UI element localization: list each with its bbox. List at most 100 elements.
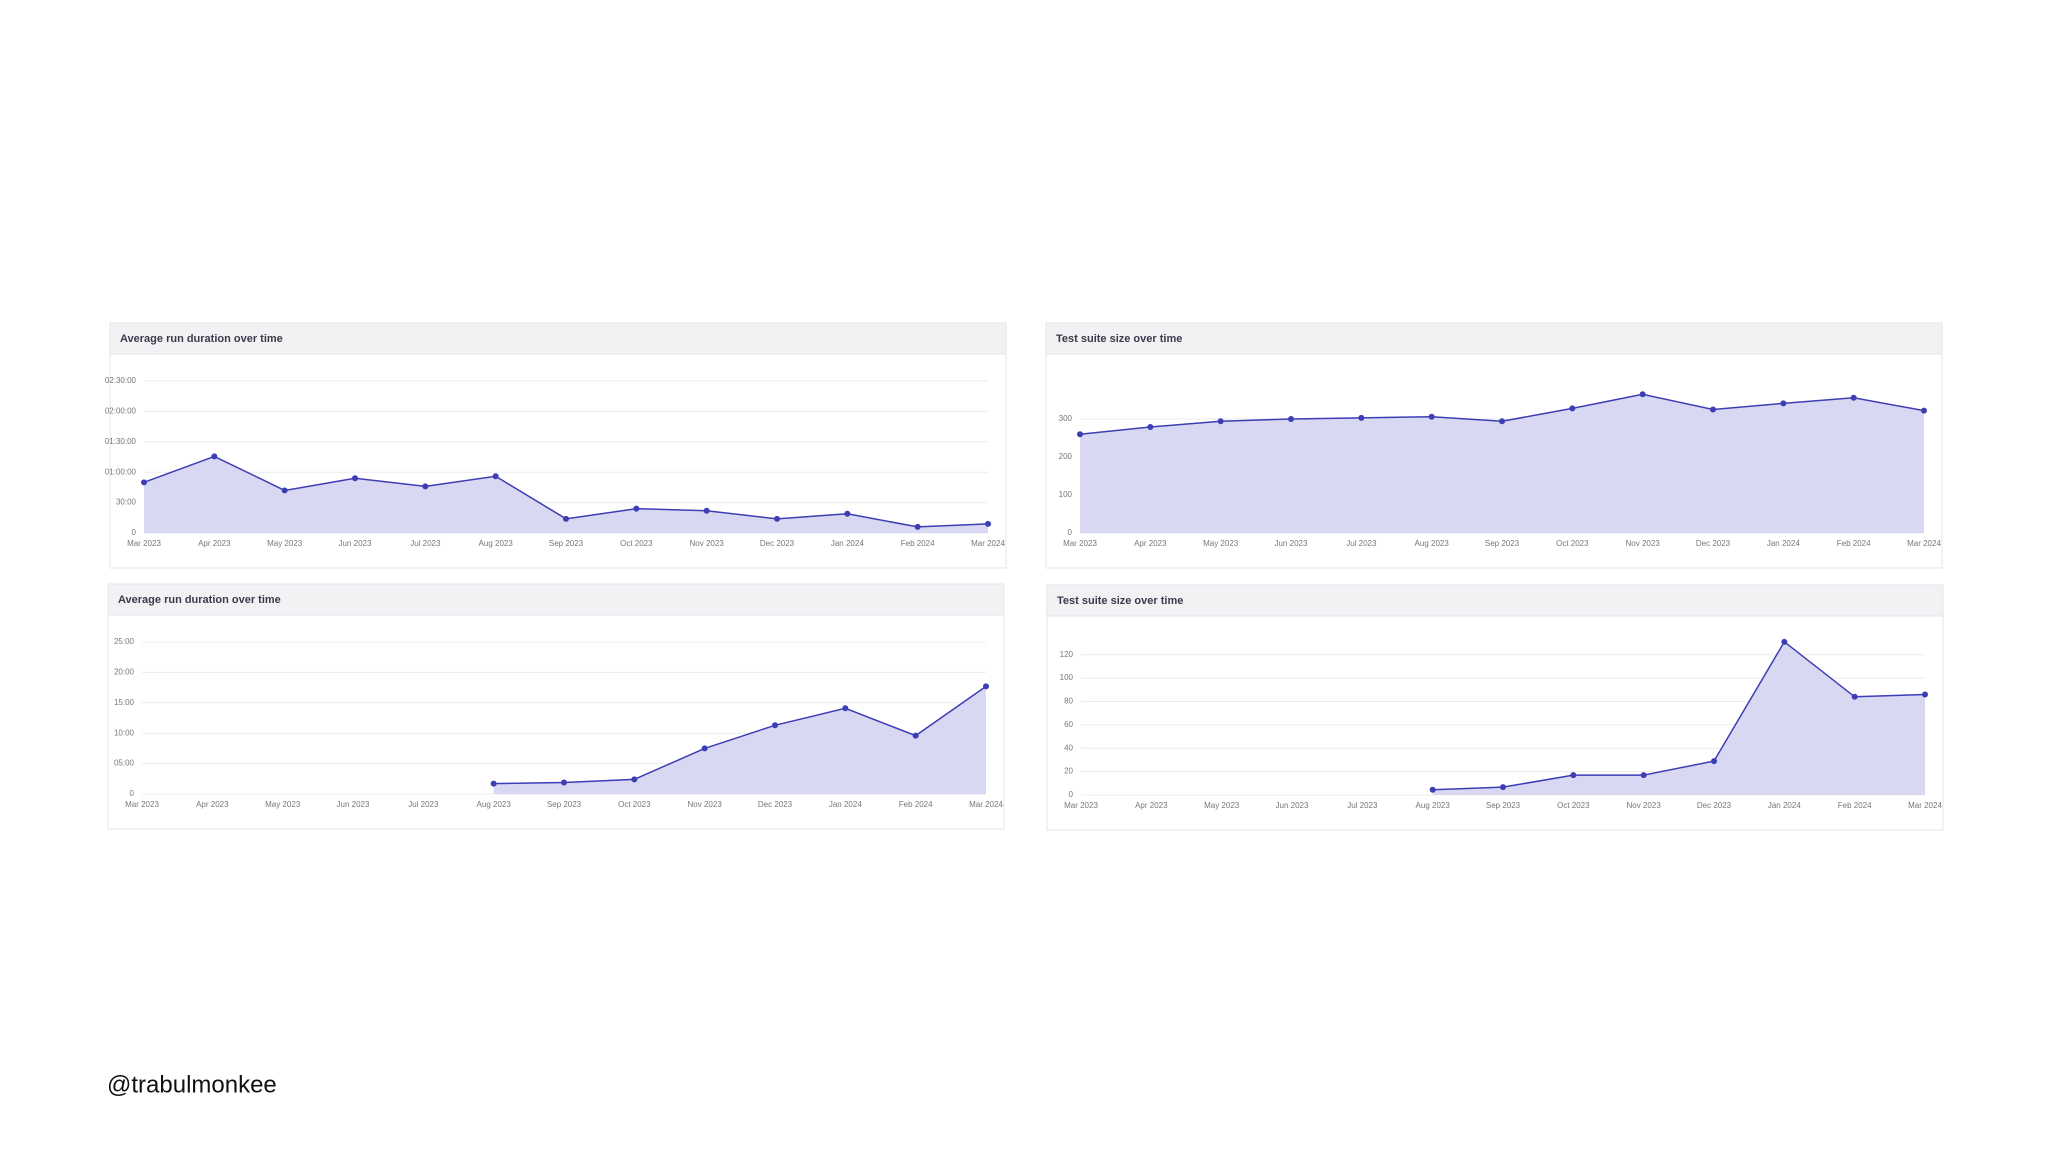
- point: [1640, 772, 1647, 779]
- x-tick-label: May 2023: [267, 539, 303, 548]
- point: [774, 515, 780, 522]
- x-tick-label: Mar 2023: [127, 539, 161, 548]
- x-tick-label: Jun 2023: [339, 539, 372, 548]
- point: [1922, 691, 1928, 698]
- x-tick-label: Jul 2023: [410, 539, 441, 548]
- x-tick-label: Nov 2023: [690, 539, 725, 548]
- point: [983, 683, 989, 690]
- x-tick-label: Oct 2023: [1556, 539, 1589, 548]
- chart-title: Test suite size over time: [1056, 333, 1182, 345]
- x-tick-label: Apr 2023: [196, 800, 229, 809]
- point: [1217, 418, 1224, 425]
- x-tick-label: Nov 2023: [688, 800, 723, 809]
- x-tick-label: Jan 2024: [831, 539, 864, 548]
- point: [703, 507, 710, 514]
- x-tick-label: Jan 2024: [1768, 801, 1801, 810]
- x-tick-label: Nov 2023: [1626, 539, 1661, 548]
- y-tick-label: 01:30:00: [105, 437, 137, 446]
- point: [1569, 405, 1576, 412]
- point: [1077, 431, 1083, 438]
- point: [985, 520, 991, 527]
- point: [1499, 418, 1505, 425]
- point: [1147, 423, 1154, 430]
- x-tick-label: Feb 2024: [1837, 539, 1871, 548]
- point: [422, 483, 429, 490]
- point: [211, 453, 218, 460]
- x-tick-label: Mar 2024: [969, 800, 1003, 809]
- area: [1080, 394, 1924, 533]
- y-tick-label: 15:00: [114, 698, 135, 707]
- line: [1432, 640, 1926, 791]
- point: [701, 745, 708, 752]
- x-tick-label: Sep 2023: [547, 800, 582, 809]
- panel-header: [1045, 322, 1943, 355]
- y-tick-label: 0: [1069, 790, 1074, 799]
- point: [352, 475, 358, 482]
- point: [914, 523, 921, 530]
- x-tick-label: Mar 2024: [971, 539, 1005, 548]
- x-tick-label: Mar 2024: [1907, 539, 1941, 548]
- area: [493, 686, 986, 794]
- point: [1429, 786, 1436, 793]
- x-tick-label: Jul 2023: [1346, 539, 1377, 548]
- x-tick-label: Jul 2023: [408, 800, 439, 809]
- point: [1710, 406, 1716, 413]
- x-tick-label: Jun 2023: [1275, 539, 1308, 548]
- x-tick-label: Jul 2023: [1347, 801, 1378, 810]
- point: [1288, 416, 1294, 422]
- y-tick-label: 05:00: [114, 759, 135, 768]
- handle: @trabulmonkee: [107, 1071, 277, 1098]
- chart-title: Average run duration over time: [118, 594, 281, 606]
- x-tick-label: Oct 2023: [618, 800, 651, 809]
- y-tick-label: 02:30:00: [105, 376, 137, 385]
- panel-header: [109, 322, 1007, 355]
- y-tick-label: 01:00:00: [105, 467, 137, 476]
- panel-header: [1046, 584, 1944, 617]
- x-tick-label: Mar 2023: [125, 800, 159, 809]
- point: [844, 510, 851, 517]
- point: [1639, 391, 1646, 398]
- x-tick-label: Nov 2023: [1627, 801, 1662, 810]
- point: [631, 776, 638, 783]
- x-tick-label: Mar 2024: [1908, 801, 1942, 810]
- x-tick-label: Feb 2024: [899, 800, 933, 809]
- x-tick-label: Feb 2024: [1838, 801, 1872, 810]
- point: [1781, 638, 1788, 645]
- x-tick-label: Jun 2023: [1276, 801, 1309, 810]
- x-tick-label: Oct 2023: [1557, 801, 1590, 810]
- x-tick-label: Apr 2023: [198, 539, 231, 548]
- chart-title: Average run duration over time: [120, 333, 283, 345]
- x-tick-label: Apr 2023: [1134, 539, 1167, 548]
- y-tick-label: 300: [1059, 414, 1073, 423]
- panel-header: [107, 583, 1005, 616]
- x-tick-label: Mar 2023: [1063, 539, 1097, 548]
- y-tick-label: 80: [1064, 697, 1073, 706]
- x-tick-label: May 2023: [1204, 801, 1240, 810]
- point: [1500, 784, 1506, 791]
- x-tick-label: Sep 2023: [549, 539, 584, 548]
- chart-title: Test suite size over time: [1057, 595, 1183, 607]
- y-tick-label: 200: [1059, 452, 1073, 461]
- x-tick-label: May 2023: [1203, 539, 1239, 548]
- point: [561, 779, 567, 786]
- point: [772, 722, 778, 729]
- x-tick-label: Dec 2023: [758, 800, 793, 809]
- x-tick-label: Aug 2023: [1416, 801, 1451, 810]
- point: [1711, 758, 1717, 765]
- y-tick-label: 25:00: [114, 637, 135, 646]
- point: [1850, 394, 1857, 401]
- x-tick-label: Jan 2024: [1767, 539, 1800, 548]
- line: [493, 685, 987, 785]
- point: [912, 732, 919, 739]
- point: [1358, 414, 1365, 421]
- y-tick-label: 0: [130, 789, 135, 798]
- area: [1432, 641, 1925, 795]
- x-tick-label: Apr 2023: [1135, 801, 1168, 810]
- x-tick-label: Jun 2023: [337, 800, 370, 809]
- x-tick-label: Aug 2023: [1415, 539, 1450, 548]
- y-tick-label: 30:00: [116, 498, 137, 507]
- x-tick-label: Aug 2023: [479, 539, 514, 548]
- point: [141, 479, 147, 486]
- x-tick-label: Oct 2023: [620, 539, 653, 548]
